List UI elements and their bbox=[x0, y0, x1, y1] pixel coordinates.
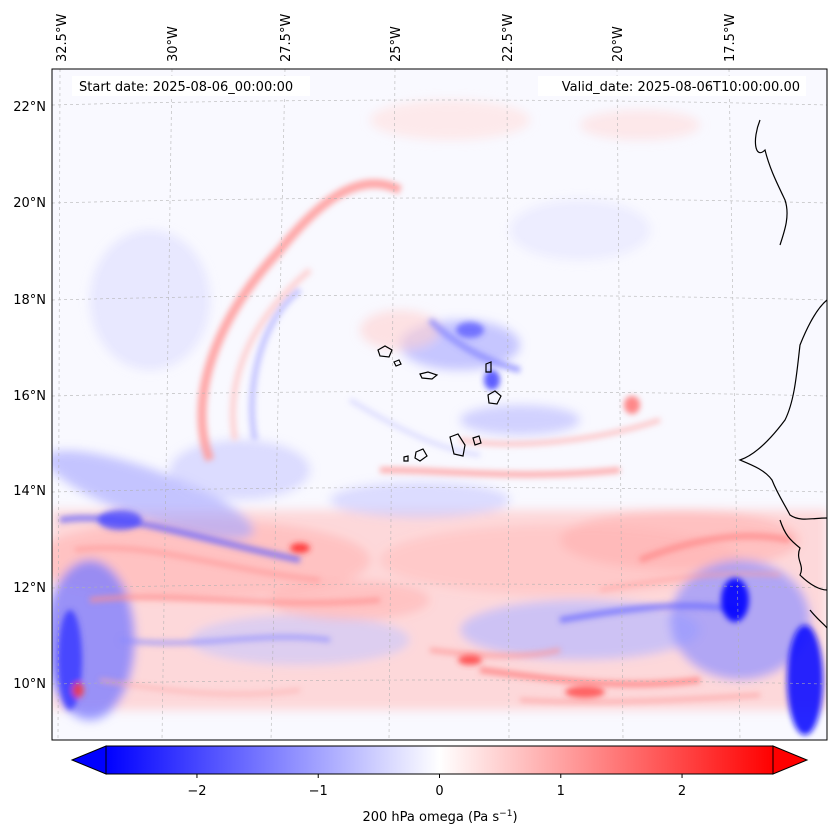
lon-label: 20°W bbox=[611, 26, 626, 62]
africa-coastline-north bbox=[754, 119, 788, 246]
island-maio bbox=[472, 435, 482, 446]
island-sal bbox=[485, 361, 492, 373]
colorbar-extend-max bbox=[772, 745, 809, 775]
lon-label: 30°W bbox=[166, 26, 181, 62]
lon-label: 17.5°W bbox=[723, 14, 738, 62]
colorbar-tick: 1 bbox=[557, 774, 565, 799]
omega-field-cores bbox=[58, 322, 823, 735]
colorbar-tick-label: 2 bbox=[678, 784, 686, 799]
guinea-coastline bbox=[779, 519, 827, 591]
longitude-labels: 32.5°W 30°W 27.5°W 25°W 22.5°W 20°W 17.5… bbox=[55, 14, 738, 62]
lon-label: 32.5°W bbox=[55, 14, 70, 62]
colorbar-label-main: 200 hPa omega (Pa s bbox=[362, 810, 499, 825]
lat-label: 12°N bbox=[13, 581, 46, 596]
colorbar: −2 −1 0 1 2 200 hPa omega (Pa s−1) bbox=[70, 745, 809, 825]
map-frame bbox=[51, 68, 828, 741]
coastline bbox=[738, 119, 827, 629]
sierra-leone-coastline bbox=[809, 609, 827, 629]
lat-label: 22°N bbox=[13, 100, 46, 115]
lon-label: 27.5°W bbox=[279, 14, 294, 62]
colorbar-tick: −2 bbox=[187, 774, 207, 799]
colorbar-tick-label: 0 bbox=[435, 784, 443, 799]
start-date-text: Start date: 2025-08-06_00:00:00 bbox=[79, 80, 293, 95]
island-santo-antao bbox=[377, 345, 393, 358]
lat-label: 14°N bbox=[13, 484, 46, 499]
map-panel: Start date: 2025-08-06_00:00:00 Valid_da… bbox=[52, 69, 827, 740]
colorbar-tick-label: 1 bbox=[557, 784, 565, 799]
map-header: Start date: 2025-08-06_00:00:00 Valid_da… bbox=[72, 76, 806, 96]
island-sao-vicente bbox=[393, 359, 402, 367]
island-sao-nicolau bbox=[419, 371, 439, 380]
lat-label: 20°N bbox=[13, 196, 46, 211]
graticule bbox=[52, 69, 827, 740]
lat-label: 18°N bbox=[13, 293, 46, 308]
valid-date-text: Valid_date: 2025-08-06T10:00:00.00 bbox=[562, 80, 800, 95]
colorbar-ticks: −2 −1 0 1 2 bbox=[187, 774, 686, 799]
omega-field-streaks bbox=[59, 179, 791, 705]
island-brava bbox=[403, 455, 409, 462]
cape-verde-islands bbox=[377, 345, 502, 462]
colorbar-label-end: ) bbox=[512, 810, 517, 825]
colorbar-tick-label: −2 bbox=[187, 784, 206, 799]
lon-label: 22.5°W bbox=[501, 14, 516, 62]
colorbar-label-sup: −1 bbox=[499, 809, 512, 819]
colorbar-body bbox=[105, 745, 774, 775]
lat-label: 16°N bbox=[13, 389, 46, 404]
colorbar-tick: 2 bbox=[678, 774, 686, 799]
island-fogo bbox=[414, 448, 428, 462]
island-santiago bbox=[449, 433, 466, 457]
colorbar-tick: −1 bbox=[309, 774, 328, 799]
colorbar-tick-label: −1 bbox=[309, 784, 328, 799]
lon-label: 25°W bbox=[389, 26, 404, 62]
lat-label: 10°N bbox=[13, 677, 46, 692]
africa-coastline bbox=[738, 299, 827, 520]
colorbar-tick: 0 bbox=[435, 774, 444, 799]
omega-field bbox=[52, 100, 827, 735]
valid-date-box bbox=[538, 76, 806, 96]
island-boa-vista bbox=[487, 390, 502, 405]
colorbar-label: 200 hPa omega (Pa s−1) bbox=[362, 809, 517, 825]
latitude-labels: 22°N 20°N 18°N 16°N 14°N 12°N 10°N bbox=[13, 100, 46, 692]
start-date-box bbox=[72, 76, 310, 96]
colorbar-extend-min bbox=[70, 745, 107, 775]
